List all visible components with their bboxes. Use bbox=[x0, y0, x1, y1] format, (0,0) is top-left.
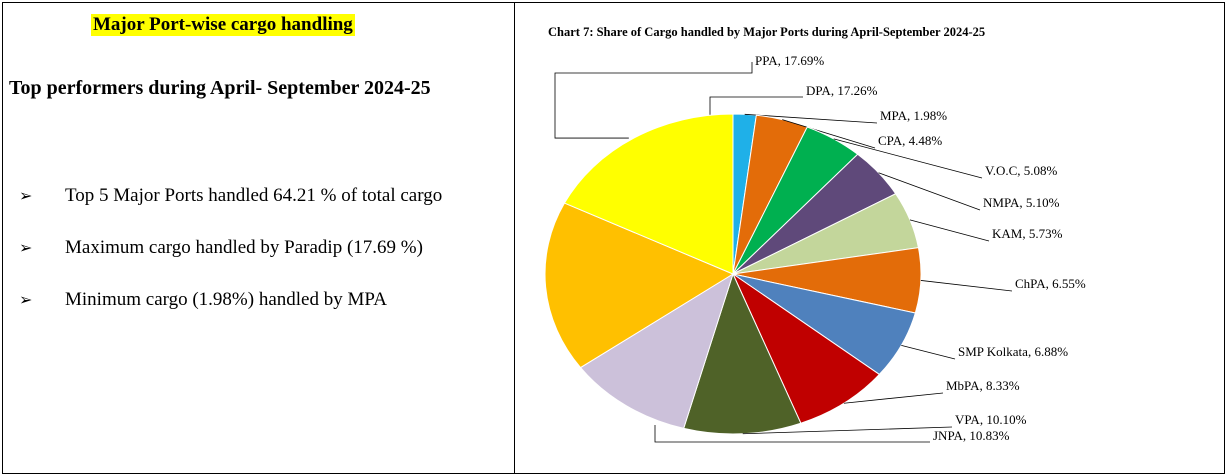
leader-line bbox=[554, 62, 753, 139]
leader-line bbox=[654, 425, 930, 443]
leader-line bbox=[843, 392, 944, 404]
leader-line bbox=[833, 138, 983, 179]
slice-label: PPA, 17.69% bbox=[755, 53, 824, 68]
bullet: Top 5 Major Ports handled 64.21 % of tot… bbox=[19, 183, 495, 208]
chart: Chart 7: Share of Cargo handled by Major… bbox=[544, 25, 1086, 443]
page: Major Port-wise cargo handling Top perfo… bbox=[0, 0, 1227, 457]
pie-slice bbox=[544, 202, 735, 369]
slice-label: NMPA, 5.10% bbox=[983, 195, 1060, 210]
slice-label: MbPA, 8.33% bbox=[946, 378, 1020, 393]
leader-line bbox=[709, 96, 803, 118]
slice-label: V.O.C, 5.08% bbox=[985, 163, 1058, 178]
leader-line bbox=[782, 119, 876, 149]
slice-label: MPA, 1.98% bbox=[880, 108, 947, 123]
heading: Major Port-wise cargo handling bbox=[91, 14, 355, 36]
slice-label: KAM, 5.73% bbox=[992, 226, 1063, 241]
slice-label: ChPA, 6.55% bbox=[1015, 276, 1086, 291]
pie-slice bbox=[683, 272, 802, 435]
text-cell: Major Port-wise cargo handling Top perfo… bbox=[3, 3, 515, 473]
subheading: Top performers during April- September 2… bbox=[9, 77, 431, 99]
slice-label: DPA, 17.26% bbox=[806, 83, 878, 98]
bullet-list: Top 5 Major Ports handled 64.21 % of tot… bbox=[19, 183, 495, 339]
pie-slice bbox=[731, 272, 881, 424]
leader-line bbox=[744, 113, 878, 124]
slice-label: CPA, 4.48% bbox=[878, 133, 942, 148]
slice-label: JNPA, 10.83% bbox=[933, 428, 1010, 443]
slice-label: VPA, 10.10% bbox=[955, 412, 1027, 427]
bullet: Minimum cargo (1.98%) handled by MPA bbox=[19, 287, 495, 312]
leader-line bbox=[920, 280, 1013, 292]
leader-line bbox=[901, 344, 956, 360]
bullet: Maximum cargo handled by Paradip (17.69 … bbox=[19, 235, 495, 260]
leader-line bbox=[742, 426, 953, 435]
pie-slice bbox=[579, 272, 734, 429]
leader-line bbox=[909, 219, 990, 242]
chart-title: Chart 7: Share of Cargo handled by Major… bbox=[548, 25, 985, 39]
leader-line bbox=[878, 172, 981, 211]
slice-label: SMP Kolkata, 6.88% bbox=[958, 344, 1068, 359]
pie-slice bbox=[563, 113, 734, 275]
